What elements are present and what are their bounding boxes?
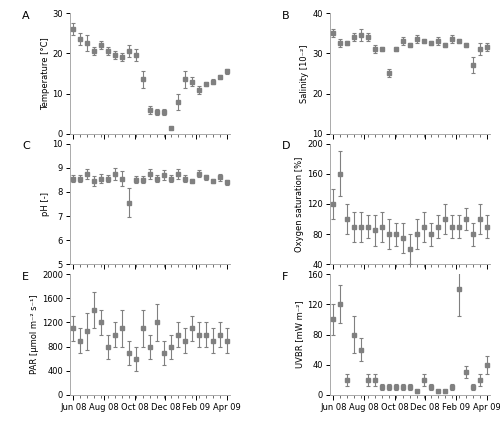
Text: D: D xyxy=(282,141,290,151)
Y-axis label: Salinity [10⁻²]: Salinity [10⁻²] xyxy=(300,44,310,103)
Text: F: F xyxy=(282,272,288,282)
Text: B: B xyxy=(282,10,289,20)
Y-axis label: Oxygen saturation [%]: Oxygen saturation [%] xyxy=(295,156,304,252)
Text: A: A xyxy=(22,10,30,20)
Text: C: C xyxy=(22,141,30,151)
Y-axis label: UVBR [mW m⁻²]: UVBR [mW m⁻²] xyxy=(295,301,304,368)
Text: E: E xyxy=(22,272,29,282)
Y-axis label: Temperature [°C]: Temperature [°C] xyxy=(40,37,50,110)
Y-axis label: pH [-]: pH [-] xyxy=(41,192,50,216)
Y-axis label: PAR [μmol m⁻² s⁻¹]: PAR [μmol m⁻² s⁻¹] xyxy=(30,295,39,374)
